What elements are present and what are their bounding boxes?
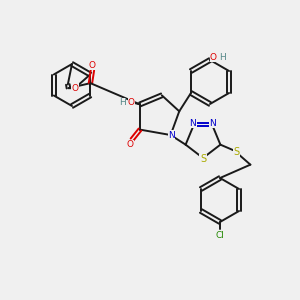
Text: O: O (89, 61, 96, 70)
Text: N: N (210, 119, 216, 128)
Text: N: N (190, 119, 196, 128)
Text: N: N (168, 130, 175, 140)
Text: O: O (127, 140, 134, 149)
Text: S: S (200, 154, 206, 164)
Text: O: O (128, 98, 135, 107)
Text: H: H (119, 98, 126, 107)
Text: H: H (219, 52, 226, 62)
Text: Cl: Cl (216, 230, 224, 239)
Text: O: O (71, 84, 78, 93)
Text: S: S (233, 147, 239, 157)
Text: O: O (210, 52, 217, 62)
